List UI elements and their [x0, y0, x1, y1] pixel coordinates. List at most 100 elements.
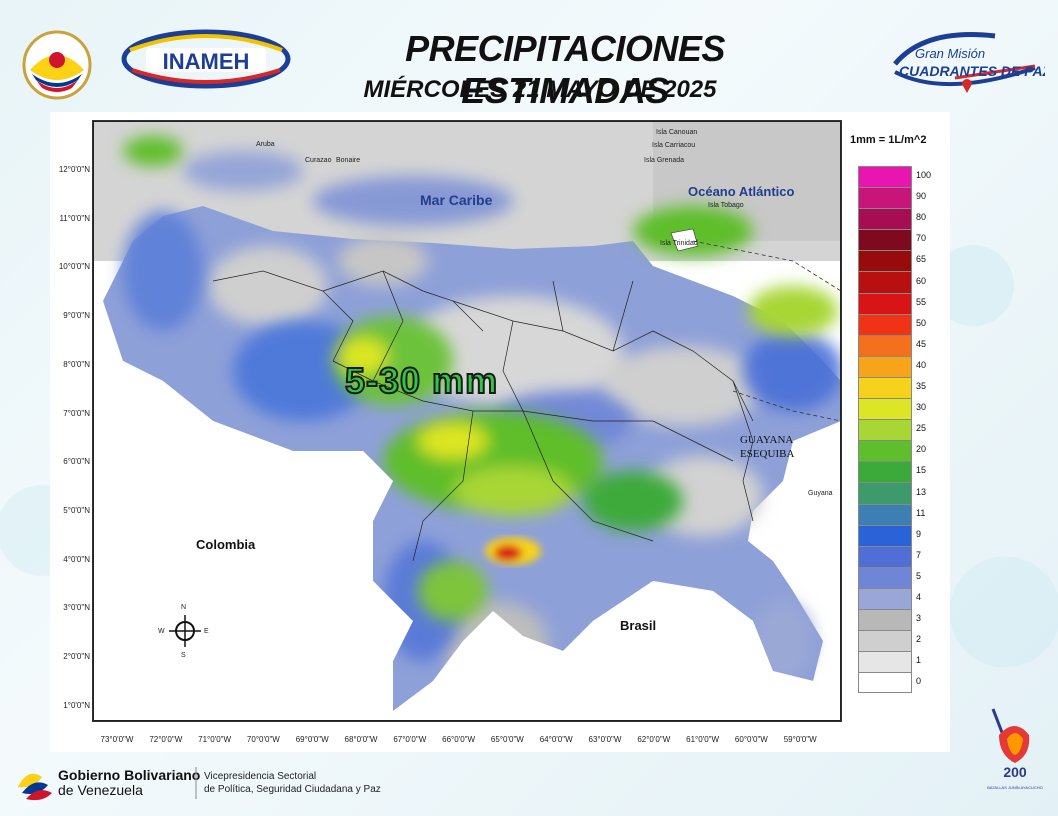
latitude-tick-label: 2°0'0"N: [63, 652, 90, 661]
page-title: PRECIPITACIONES ESTIMADAS: [405, 28, 725, 111]
legend-value-label: 50: [916, 317, 927, 328]
legend-value-label: 13: [916, 486, 927, 497]
longitude-tick-label: 59°0'0"W: [783, 735, 817, 744]
legend-swatch: [858, 313, 912, 335]
label-guyana: Guyana: [808, 490, 833, 497]
compass-w: W: [158, 628, 165, 635]
longitude-tick-label: 65°0'0"W: [490, 735, 524, 744]
legend-swatch: [858, 187, 912, 209]
legend-value-label: 45: [916, 338, 927, 349]
logo200-text: BATALLAS JUNÍN AYACUCHO: [987, 785, 1043, 790]
footer-vice-2: de Política, Seguridad Ciudadana y Paz: [204, 784, 381, 795]
precipitation-map: [92, 120, 842, 722]
legend-value-label: 25: [916, 423, 927, 434]
legend-value-label: 0: [916, 676, 922, 687]
compass-n: N: [181, 604, 187, 611]
brasil-area: [393, 581, 841, 721]
legend-swatch: [858, 271, 912, 293]
longitude-tick-label: 61°0'0"W: [686, 735, 720, 744]
latitude-tick-label: 1°0'0"N: [63, 700, 90, 710]
gobierno-footer-logo: Gobierno Bolivariano de Venezuela Vicepr…: [18, 767, 381, 801]
label-tobago: Isla Tobago: [708, 202, 744, 209]
trinidad-island: [670, 228, 699, 252]
latitude-tick-label: 12°0'0"N: [58, 165, 90, 174]
label-grenada: Isla Grenada: [644, 157, 685, 164]
legend-value-label: 60: [916, 275, 927, 286]
legend-swatch: [858, 545, 912, 567]
longitude-tick-label: 66°0'0"W: [442, 735, 476, 744]
legend-value-label: 3: [916, 613, 922, 624]
latitude-tick-label: 11°0'0"N: [59, 213, 90, 223]
label-guayana: GUAYANA: [740, 434, 794, 446]
map-canvas: [93, 121, 841, 721]
bicentenario-logo: 200 BATALLAS JUNÍN AYACUCHO: [987, 708, 1043, 790]
latitude-tick-label: 7°0'0"N: [63, 408, 90, 418]
gran-mision-top: Gran Misión: [915, 46, 985, 61]
latitude-tick-label: 5°0'0"N: [63, 505, 90, 515]
latitude-tick-label: 9°0'0"N: [63, 311, 90, 321]
longitude-tick-label: 62°0'0"W: [637, 735, 671, 744]
label-trinidad: Isla Trinidad: [660, 240, 698, 247]
legend-swatch: [858, 292, 912, 314]
inameh-wordmark: INAMEH: [163, 49, 250, 74]
legend-value-label: 7: [916, 549, 922, 560]
compass-e: E: [204, 628, 209, 635]
page-date: MIÉRCOLES 21 MAYO DE 2025: [363, 76, 717, 103]
longitude-tick-label: 60°0'0"W: [734, 735, 768, 744]
legend-value-label: 65: [916, 254, 927, 265]
legend-swatch: [858, 672, 912, 694]
map-pin-icon: [962, 78, 972, 93]
label-bonaire: Bonaire: [336, 157, 361, 164]
latitude-tick-label: 10°0'0"N: [58, 262, 90, 272]
legend-swatch: [858, 334, 912, 356]
legend-swatch: [858, 376, 912, 399]
legend-swatch: [858, 566, 912, 588]
label-mar-caribe: Mar Caribe: [420, 192, 493, 208]
legend-value-label: 2: [916, 634, 922, 645]
inameh-logo: INAMEH: [121, 29, 291, 89]
longitude-tick-label: 70°0'0"W: [246, 735, 280, 744]
label-curazao: Curazao: [305, 157, 332, 164]
longitude-tick-label: 69°0'0"W: [295, 735, 329, 744]
legend-swatch: [858, 651, 912, 673]
longitude-tick-label: 68°0'0"W: [344, 735, 378, 744]
label-esequiba: ESEQUIBA: [740, 448, 795, 460]
legend-swatch: [858, 250, 912, 272]
legend-value-label: 30: [916, 402, 927, 413]
latitude-tick-label: 8°0'0"N: [63, 359, 90, 369]
legend-value-label: 1: [916, 655, 922, 666]
footer-gobierno-2: de Venezuela: [58, 782, 143, 798]
longitude-tick-label: 67°0'0"W: [393, 735, 427, 744]
legend-value-label: 20: [916, 444, 927, 455]
legend-swatch: [858, 482, 912, 504]
state-borders: [212, 270, 754, 562]
legend-value-label: 4: [916, 592, 922, 602]
longitude-tick-label: 73°0'0"W: [100, 735, 134, 744]
latitude-tick-label: 3°0'0"N: [63, 603, 90, 613]
label-oceano-atlantico: Océano Atlántico: [688, 184, 795, 199]
legend-value-label: 11: [916, 507, 926, 518]
legend-value-label: 9: [916, 528, 922, 539]
gran-mision-logo: Gran Misión CUADRANTES DE PAZ: [893, 32, 1045, 93]
latitude-tick-label: 6°0'0"N: [63, 457, 90, 467]
legend-value-label: 35: [916, 381, 927, 391]
label-brasil: Brasil: [620, 618, 657, 633]
latitude-tick-label: 4°0'0"N: [63, 554, 90, 564]
logo200-number: 200: [1003, 764, 1027, 780]
legend-swatch: [858, 440, 912, 462]
legend-value-label: 80: [916, 212, 927, 223]
footer-gobierno-1: Gobierno Bolivariano: [58, 767, 200, 783]
legend-swatch: [858, 608, 912, 631]
footer-vice-1: Vicepresidencia Sectorial: [204, 771, 316, 782]
longitude-tick-label: 63°0'0"W: [588, 735, 622, 744]
legend-value-label: 5: [916, 570, 922, 581]
longitude-tick-label: 64°0'0"W: [539, 735, 573, 744]
label-canouan: Isla Canouan: [656, 129, 698, 136]
longitude-tick-label: 71°0'0"W: [198, 735, 232, 744]
legend-swatch: [858, 587, 912, 609]
legend-value-label: 100: [916, 170, 932, 180]
gran-mision-main: CUADRANTES DE PAZ: [899, 63, 1045, 79]
government-seal-logo: [22, 30, 92, 100]
label-colombia: Colombia: [196, 537, 256, 552]
legend-value-label: 70: [916, 233, 927, 244]
